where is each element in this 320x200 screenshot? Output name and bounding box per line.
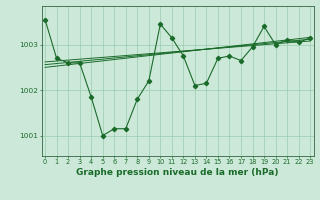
X-axis label: Graphe pression niveau de la mer (hPa): Graphe pression niveau de la mer (hPa) — [76, 168, 279, 177]
